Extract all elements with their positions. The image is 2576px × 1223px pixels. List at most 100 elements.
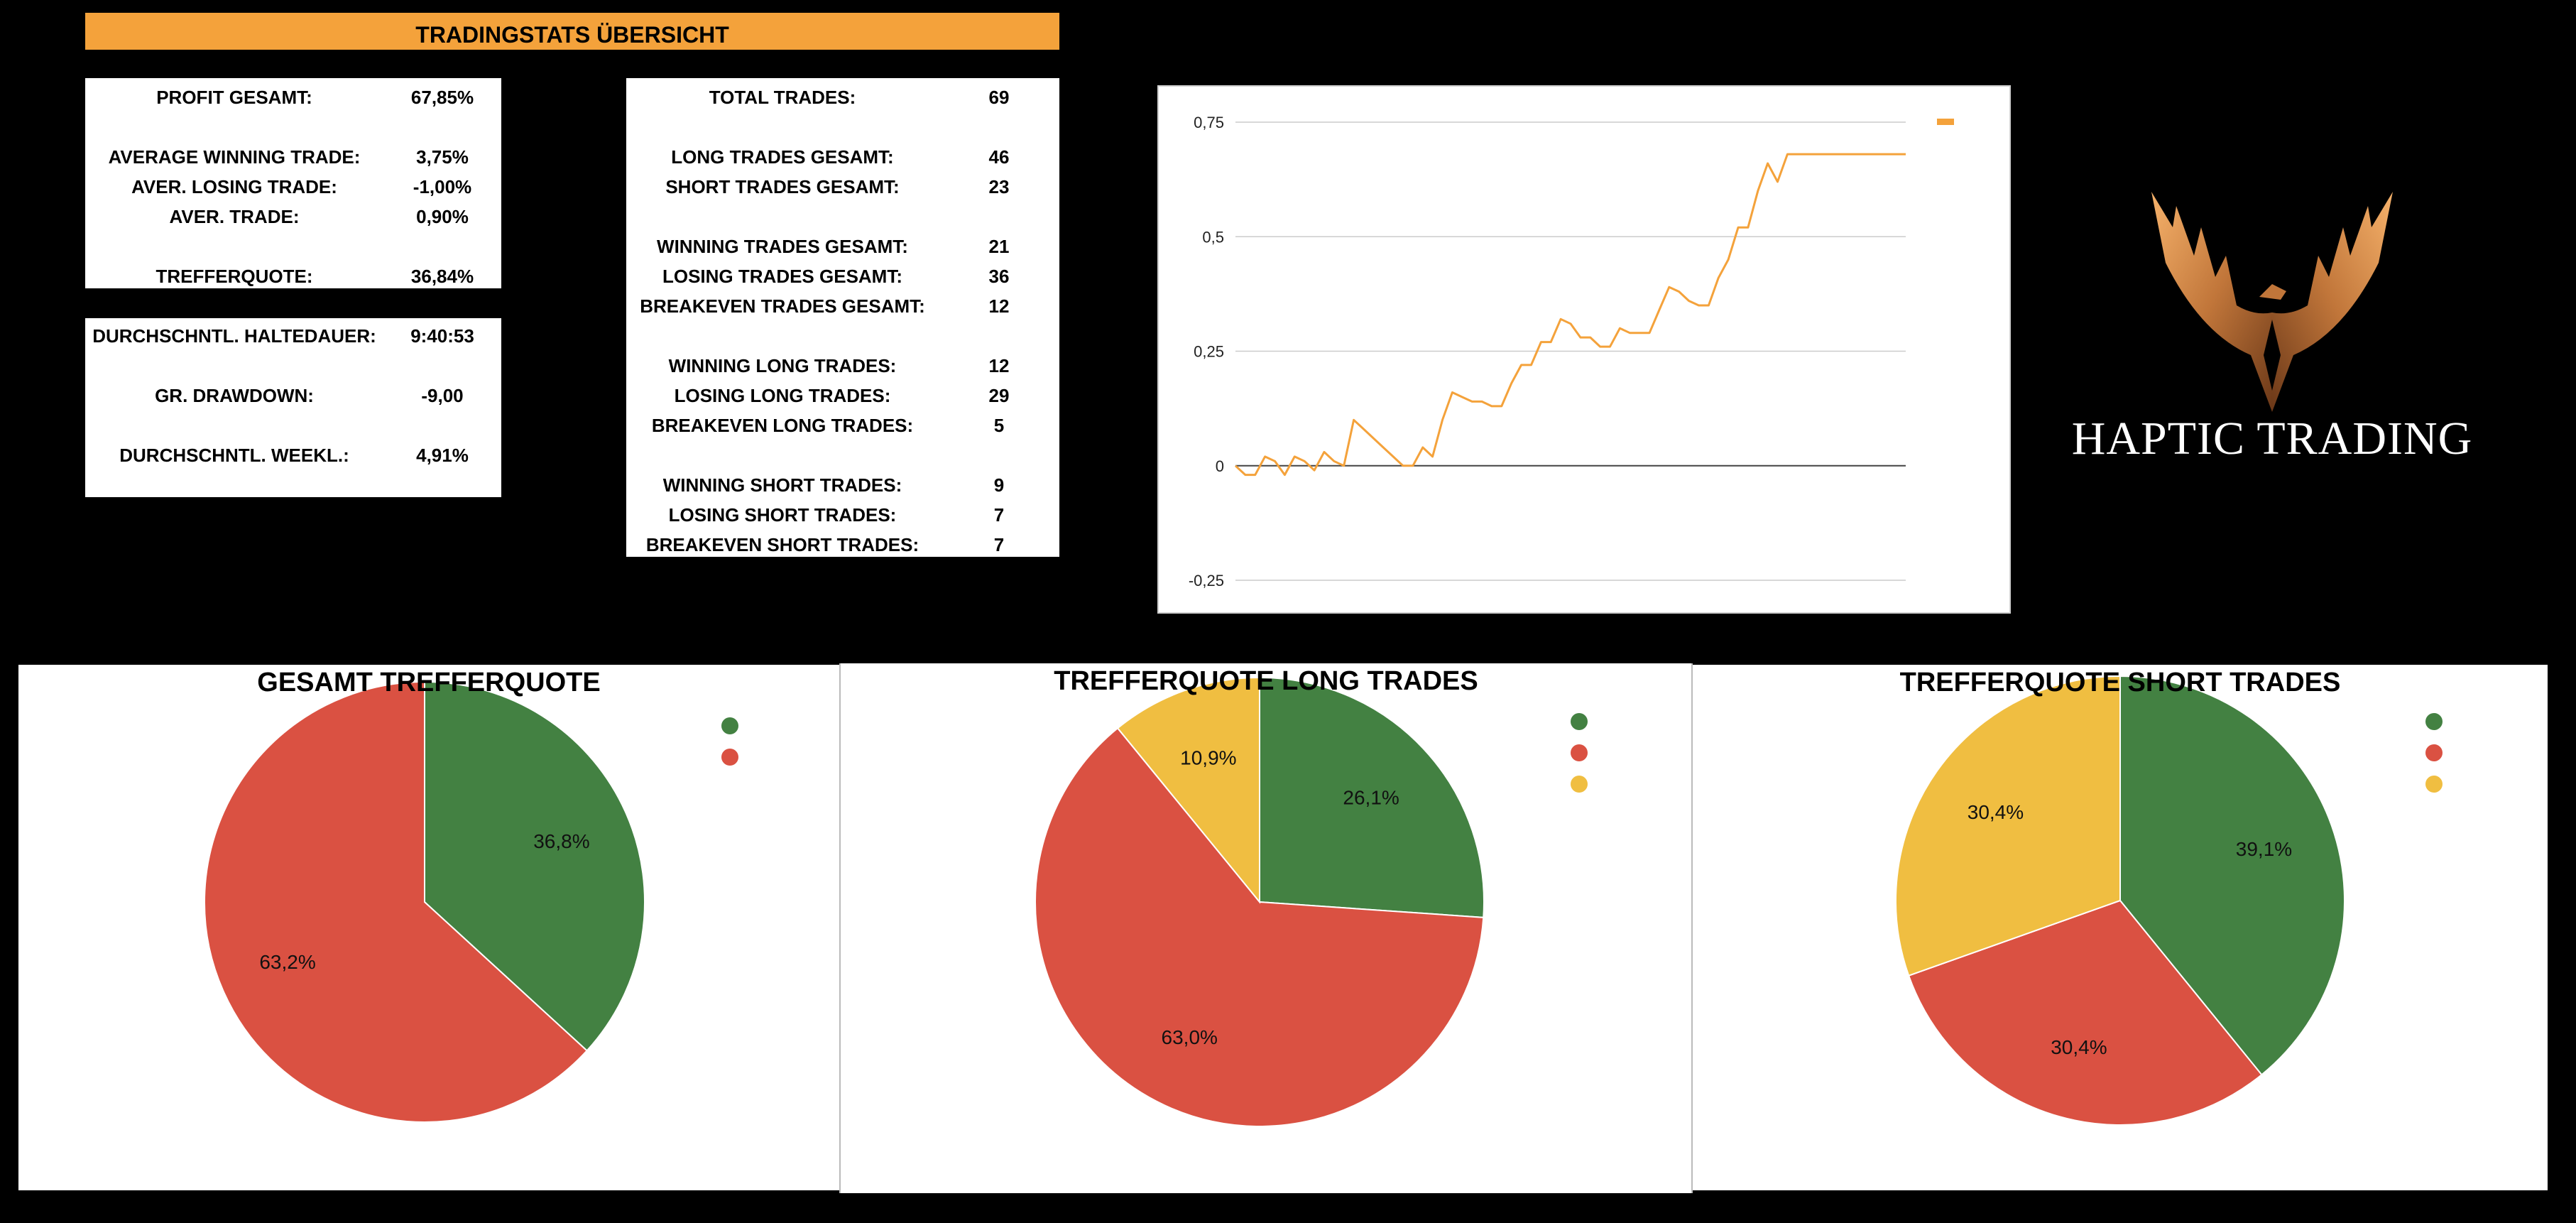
pie-chart-long: 26,1% 63,0% 10,9% <box>1035 676 1588 1127</box>
line-legend-swatch <box>1937 119 1954 125</box>
line-chart-yticks: 0,75 0,5 0,25 0 -0,25 <box>1189 114 1224 589</box>
stat-label: WINNING TRADES GESAMT: <box>657 236 908 257</box>
stat-row-average-losing: AVER. LOSING TRADE: -1,00% <box>85 176 501 206</box>
stat-row-drawdown: GR. DRAWDOWN: -9,00 <box>85 385 501 415</box>
stat-value: 4,91% <box>416 445 469 466</box>
stat-row-average-trade: AVER. TRADE: 0,90% <box>85 206 501 236</box>
stat-value: 36,84% <box>410 266 474 287</box>
line-chart-svg: 0,75 0,5 0,25 0 -0,25 <box>1189 114 1954 589</box>
pie-slice <box>2119 675 2345 1076</box>
pie-legend-dot <box>2425 713 2443 730</box>
pie-slice-label: 30,4% <box>1968 801 2024 823</box>
pie-panel-long: TREFFERQUOTE LONG TRADES 26,1% 63,0% 10,9% <box>839 663 1693 1193</box>
stat-value: 3,75% <box>416 146 469 168</box>
stats-box-profit: PROFIT GESAMT: 67,85% AVERAGE WINNING TR… <box>85 78 501 288</box>
logo: HAPTIC TRADING <box>2059 178 2485 476</box>
ytick-label: 0,5 <box>1202 228 1224 246</box>
stat-label: DURCHSCHNTL. WEEKL.: <box>119 445 349 466</box>
stat-row-breakeven-short: BREAKEVEN SHORT TRADES: 7 <box>626 534 1059 564</box>
stat-label: TREFFERQUOTE: <box>155 266 313 287</box>
pie-panel-gesamt: GESAMT TREFFERQUOTE 36,8% 63,2% <box>18 665 839 1190</box>
stat-row-total-trades: TOTAL TRADES: 69 <box>626 87 1059 116</box>
pie-chart-short: 39,1% 30,4% 30,4% <box>1895 675 2443 1126</box>
ytick-label: 0 <box>1216 457 1224 475</box>
ytick-label: 0,75 <box>1194 114 1224 131</box>
stat-row-winning-long: WINNING LONG TRADES: 12 <box>626 355 1059 385</box>
pie-legend-dot <box>1571 713 1588 730</box>
line-chart-grid <box>1235 121 1906 581</box>
stat-value: 29 <box>988 385 1010 406</box>
stat-row-long-trades: LONG TRADES GESAMT: 46 <box>626 146 1059 176</box>
stat-label: AVER. TRADE: <box>169 206 300 227</box>
pie-slice-label: 36,8% <box>533 830 589 852</box>
stat-value: 7 <box>993 504 1005 526</box>
stat-label: BREAKEVEN LONG TRADES: <box>651 415 914 436</box>
pie-title: GESAMT TREFFERQUOTE <box>257 668 601 697</box>
stat-value: 5 <box>993 415 1005 436</box>
stat-value: 69 <box>988 87 1010 108</box>
pie-slice <box>1035 727 1485 1127</box>
stat-label: GR. DRAWDOWN: <box>155 385 314 406</box>
pie-slice-label: 10,9% <box>1180 747 1236 769</box>
stat-label: WINNING SHORT TRADES: <box>662 474 902 496</box>
stat-label: LOSING LONG TRADES: <box>674 385 891 406</box>
pie-slice-label: 26,1% <box>1343 786 1399 808</box>
pie-slice <box>204 680 589 1123</box>
stat-value: 12 <box>988 295 1010 317</box>
stat-value: -9,00 <box>421 385 464 406</box>
ytick-label: -0,25 <box>1189 572 1224 589</box>
stat-label: BREAKEVEN TRADES GESAMT: <box>640 295 925 317</box>
pie-slice <box>424 680 645 1052</box>
stat-value: 7 <box>993 534 1005 555</box>
stat-row-trefferquote: TREFFERQUOTE: 36,84% <box>85 266 501 295</box>
pie-legend-dot <box>2425 744 2443 761</box>
stat-label: LONG TRADES GESAMT: <box>671 146 894 168</box>
stat-row-weekly: DURCHSCHNTL. WEEKL.: 4,91% <box>85 445 501 474</box>
pie-slice <box>1895 675 2121 977</box>
line-series <box>1234 153 1906 477</box>
stat-row-winning-trades: WINNING TRADES GESAMT: 21 <box>626 236 1059 266</box>
stat-label: WINNING LONG TRADES: <box>668 355 897 376</box>
stat-value: 9:40:53 <box>410 325 474 347</box>
pie-slice-label: 63,2% <box>259 951 315 973</box>
pie-title: TREFFERQUOTE SHORT TRADES <box>1899 668 2341 697</box>
stats-box-duration: DURCHSCHNTL. HALTEDAUER: 9:40:53 GR. DRA… <box>85 318 501 497</box>
stat-row-haltedauer: DURCHSCHNTL. HALTEDAUER: 9:40:53 <box>85 325 501 355</box>
stat-value: 0,90% <box>416 206 469 227</box>
pie-slice-label: 39,1% <box>2236 838 2292 860</box>
stat-value: 9 <box>993 474 1005 496</box>
pie-chart-gesamt: 36,8% 63,2% <box>204 680 738 1123</box>
ytick-label: 0,25 <box>1194 343 1224 361</box>
stat-label: LOSING TRADES GESAMT: <box>662 266 902 287</box>
pie-legend-dot <box>1571 776 1588 793</box>
stat-row-winning-short: WINNING SHORT TRADES: 9 <box>626 474 1059 504</box>
pie-slice-label: 30,4% <box>2051 1036 2107 1058</box>
pie-slice <box>1907 899 2263 1126</box>
stat-value: 23 <box>988 176 1010 197</box>
stat-label: AVER. LOSING TRADE: <box>131 176 337 197</box>
stat-row-losing-long: LOSING LONG TRADES: 29 <box>626 385 1059 415</box>
pie-slice-label: 63,0% <box>1162 1026 1218 1048</box>
stat-label: PROFIT GESAMT: <box>156 87 312 108</box>
pie-legend-dot <box>721 749 738 766</box>
stat-value: 36 <box>988 266 1010 287</box>
logo-text: HAPTIC TRADING <box>2071 413 2473 464</box>
stat-row-losing-short: LOSING SHORT TRADES: 7 <box>626 504 1059 534</box>
pie-title: TREFFERQUOTE LONG TRADES <box>1054 666 1478 696</box>
stat-label: BREAKEVEN SHORT TRADES: <box>645 534 919 555</box>
pie-slice <box>1116 676 1260 904</box>
pie-slice <box>1259 676 1485 918</box>
stat-label: LOSING SHORT TRADES: <box>668 504 897 526</box>
pie-legend-dot <box>2425 776 2443 793</box>
stat-label: DURCHSCHNTL. HALTEDAUER: <box>92 325 376 347</box>
stat-row-breakeven-trades: BREAKEVEN TRADES GESAMT: 12 <box>626 295 1059 325</box>
stat-value: 21 <box>988 236 1010 257</box>
stats-box-trades: TOTAL TRADES: 69 LONG TRADES GESAMT: 46 … <box>626 78 1059 557</box>
pie-legend-dot <box>721 717 738 734</box>
stat-value: 67,85% <box>410 87 474 108</box>
stat-row-profit-gesamt: PROFIT GESAMT: 67,85% <box>85 87 501 116</box>
stat-row-average-winning: AVERAGE WINNING TRADE: 3,75% <box>85 146 501 176</box>
stat-row-losing-trades: LOSING TRADES GESAMT: 36 <box>626 266 1059 295</box>
stat-label: TOTAL TRADES: <box>709 87 856 108</box>
stat-row-short-trades: SHORT TRADES GESAMT: 23 <box>626 176 1059 206</box>
